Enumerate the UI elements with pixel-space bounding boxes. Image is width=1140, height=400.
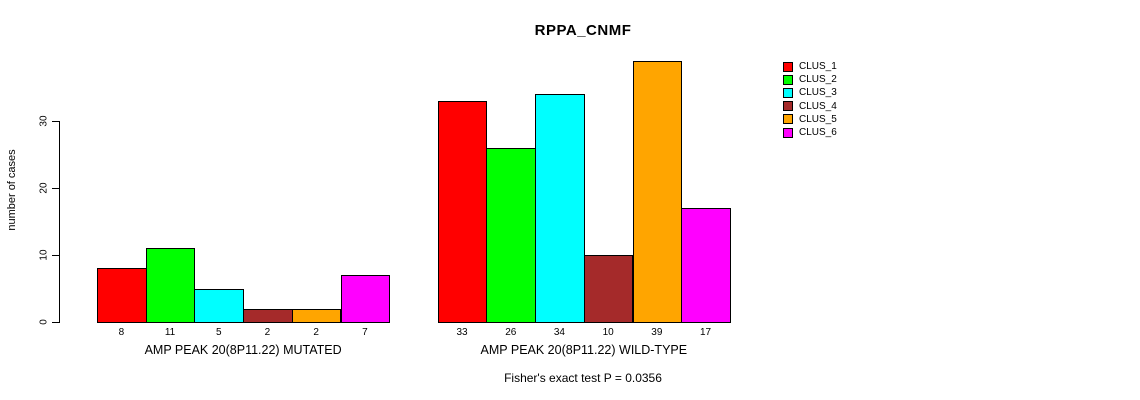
legend-item-clus_5: CLUS_5 bbox=[783, 113, 837, 126]
footnote-text: Fisher's exact test P = 0.0356 bbox=[504, 371, 662, 385]
legend: CLUS_1 CLUS_2 CLUS_3 CLUS_4 CLUS_5 CLUS_6 bbox=[783, 60, 837, 139]
bar-clus_6-group2 bbox=[681, 208, 731, 323]
legend-item-clus_2: CLUS_2 bbox=[783, 73, 837, 86]
y-tick-label: 20 bbox=[38, 182, 50, 194]
legend-swatch-clus_2 bbox=[783, 74, 793, 85]
bar-value-label: 11 bbox=[164, 327, 176, 338]
bar-value-label: 8 bbox=[118, 327, 125, 338]
bar-clus_3-group1 bbox=[194, 288, 245, 323]
bar-value-label: 17 bbox=[699, 327, 712, 338]
y-tick-label: 30 bbox=[38, 115, 50, 127]
legend-label: CLUS_5 bbox=[799, 113, 837, 125]
y-tick-mark bbox=[52, 188, 59, 189]
x-group-label: AMP PEAK 20(8P11.22) WILD-TYPE bbox=[480, 343, 688, 357]
legend-label: CLUS_6 bbox=[799, 127, 837, 139]
legend-label: CLUS_4 bbox=[799, 100, 837, 112]
legend-swatch-clus_1 bbox=[783, 61, 793, 72]
legend-swatch-clus_5 bbox=[783, 114, 793, 125]
bar-value-label: 2 bbox=[264, 327, 271, 338]
y-axis-title: number of cases bbox=[6, 149, 18, 231]
bar-clus_6-group1 bbox=[340, 275, 391, 323]
y-tick-label: 0 bbox=[38, 319, 50, 325]
bar-clus_3-group2 bbox=[535, 94, 585, 323]
bar-clus_1-group1 bbox=[97, 268, 147, 323]
bar-value-label: 33 bbox=[456, 327, 468, 338]
legend-item-clus_6: CLUS_6 bbox=[783, 126, 837, 139]
bar-value-label: 5 bbox=[215, 327, 222, 338]
y-axis-line bbox=[59, 121, 60, 323]
bar-value-label: 7 bbox=[362, 327, 368, 338]
bar-clus_2-group1 bbox=[145, 248, 196, 323]
legend-label: CLUS_1 bbox=[799, 61, 837, 73]
bar-clus_2-group2 bbox=[486, 147, 537, 323]
bar-clus_1-group2 bbox=[437, 100, 488, 323]
legend-item-clus_4: CLUS_4 bbox=[783, 100, 837, 113]
bar-value-label: 10 bbox=[602, 327, 614, 338]
chart-title: RPPA_CNMF bbox=[534, 22, 632, 39]
bar-value-label: 39 bbox=[651, 327, 663, 338]
legend-label: CLUS_3 bbox=[799, 87, 837, 99]
legend-label: CLUS_2 bbox=[799, 74, 837, 86]
y-tick-mark bbox=[52, 255, 59, 256]
bar-clus_5-group1 bbox=[291, 308, 342, 323]
y-tick-label: 10 bbox=[38, 249, 50, 261]
y-tick-mark bbox=[52, 322, 59, 323]
y-tick-mark bbox=[52, 121, 59, 122]
bar-value-label: 2 bbox=[313, 327, 319, 338]
bar-value-label: 34 bbox=[553, 327, 565, 338]
legend-swatch-clus_3 bbox=[783, 87, 793, 98]
legend-item-clus_1: CLUS_1 bbox=[783, 60, 837, 73]
legend-swatch-clus_6 bbox=[783, 127, 793, 138]
bar-clus_4-group1 bbox=[243, 308, 293, 323]
bar-value-label: 26 bbox=[505, 327, 517, 338]
x-group-label: AMP PEAK 20(8P11.22) MUTATED bbox=[144, 343, 342, 357]
legend-item-clus_3: CLUS_3 bbox=[783, 86, 837, 99]
legend-swatch-clus_4 bbox=[783, 101, 793, 112]
bar-clus_5-group2 bbox=[632, 60, 683, 323]
bar-clus_4-group2 bbox=[583, 255, 634, 323]
